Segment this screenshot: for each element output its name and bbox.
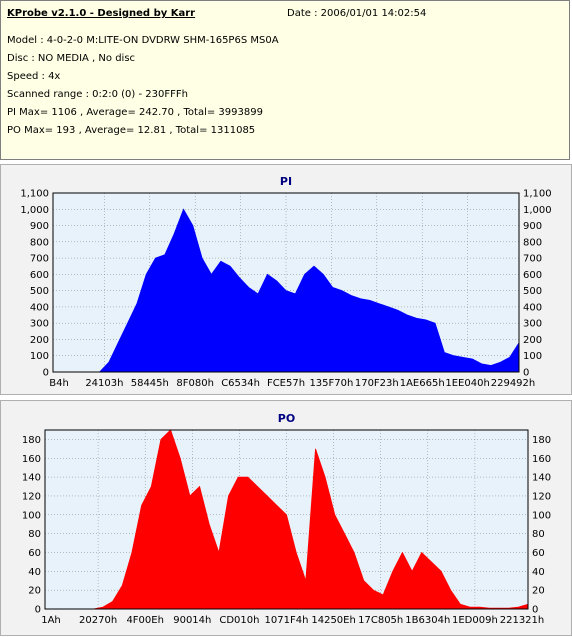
pi-y-tick-left: 800 — [30, 237, 49, 248]
pi-y-tick-left: 0 — [43, 368, 49, 379]
po-chart: PO 0 0 20 20 40 40 60 60 80 80 100 100 120 120 140 140 16… — [22, 412, 551, 626]
pi-y-tick-left: 500 — [30, 286, 49, 297]
pi-x-tick: 229492h — [491, 378, 536, 389]
pi-y-tick-right: 0 — [523, 368, 529, 379]
po-series-area — [45, 429, 529, 610]
pi-y-tick-right: 900 — [523, 221, 542, 232]
pi-y-tick-left: 1,100 — [20, 189, 49, 200]
po-chart-panel: PO 0 0 20 20 40 40 60 60 80 80 100 100 120 120 140 140 16… — [0, 400, 572, 636]
pi-x-tick: 8F080h — [176, 378, 214, 389]
pi-y-tick-left: 900 — [30, 221, 49, 232]
po-chart-title: PO — [278, 412, 295, 425]
pi-y-tick-right: 200 — [523, 335, 542, 346]
po-x-tick: CD010h — [219, 615, 259, 626]
po-x-tick: 1Ah — [41, 615, 61, 626]
pi-stats: PI Max= 1106 , Average= 242.70 , Total= … — [7, 107, 263, 118]
app-title: KProbe v2.1.0 - Designed by Karr — [7, 8, 196, 19]
pi-y-tick-right: 600 — [523, 270, 542, 281]
scan-date: Date : 2006/01/01 14:02:54 — [287, 8, 427, 19]
pi-series-area — [53, 208, 520, 373]
pi-y-tick-left: 300 — [30, 319, 49, 330]
po-y-tick-right: 60 — [532, 548, 545, 559]
po-y-tick-right: 80 — [532, 529, 545, 540]
scan-speed: Speed : 4x — [7, 71, 61, 82]
po-y-tick-right: 160 — [532, 454, 551, 465]
po-x-tick: 4F00Eh — [126, 615, 164, 626]
pi-y-tick-left: 1,000 — [20, 205, 49, 216]
pi-x-tick: 1AE665h — [400, 378, 445, 389]
po-x-tick: 1ED009h — [452, 615, 498, 626]
pi-x-tick: 170F23h — [355, 378, 399, 389]
po-y-tick-left: 20 — [28, 586, 41, 597]
pi-y-tick-right: 1,100 — [523, 189, 552, 200]
po-x-tick: 20270h — [79, 615, 117, 626]
pi-y-tick-left: 600 — [30, 270, 49, 281]
po-y-tick-right: 180 — [532, 435, 551, 446]
po-plot-frame — [44, 429, 529, 610]
po-y-tick-right: 0 — [532, 605, 538, 616]
scanned-range: Scanned range : 0:2:0 (0) - 230FFFh — [7, 89, 188, 100]
pi-x-tick: 1EE040h — [445, 378, 489, 389]
pi-y-tick-right: 800 — [523, 237, 542, 248]
po-y-tick-left: 140 — [22, 473, 41, 484]
info-panel: KProbe v2.1.0 - Designed by Karr Date : … — [0, 0, 570, 160]
po-y-tick-left: 100 — [22, 510, 41, 521]
pi-plot-frame — [52, 192, 520, 373]
po-y-tick-right: 140 — [532, 473, 551, 484]
pi-x-tick: 24103h — [85, 378, 123, 389]
disc-info: Disc : NO MEDIA , No disc — [7, 53, 136, 64]
pi-y-tick-right: 1,000 — [523, 205, 552, 216]
po-y-tick-right: 120 — [532, 491, 551, 502]
po-y-tick-right: 40 — [532, 567, 545, 578]
pi-x-tick: C6534h — [221, 378, 260, 389]
pi-chart: PI 0 0 100 100 200 200 300 300 400 400 500 500 600 600… — [20, 175, 552, 389]
pi-x-tick: FCE57h — [267, 378, 305, 389]
po-x-tick: 221321h — [500, 615, 545, 626]
po-stats: PO Max= 193 , Average= 12.81 , Total= 13… — [7, 125, 256, 136]
po-x-tick: 17C805h — [358, 615, 403, 626]
pi-chart-title: PI — [280, 175, 292, 188]
pi-y-tick-right: 700 — [523, 254, 542, 265]
po-x-tick: 1071F4h — [265, 615, 309, 626]
pi-y-tick-left: 700 — [30, 254, 49, 265]
pi-y-tick-right: 400 — [523, 302, 542, 313]
po-y-tick-left: 160 — [22, 454, 41, 465]
po-x-tick: 90014h — [173, 615, 211, 626]
po-y-tick-left: 80 — [28, 529, 41, 540]
po-y-tick-left: 120 — [22, 491, 41, 502]
po-y-tick-left: 180 — [22, 435, 41, 446]
pi-y-tick-left: 200 — [30, 335, 49, 346]
pi-y-tick-left: 400 — [30, 302, 49, 313]
pi-y-tick-right: 300 — [523, 319, 542, 330]
po-y-tick-left: 60 — [28, 548, 41, 559]
po-y-tick-right: 20 — [532, 586, 545, 597]
pi-x-tick: 58445h — [131, 378, 169, 389]
pi-y-tick-left: 100 — [30, 351, 49, 362]
po-x-tick: 14250Eh — [311, 615, 355, 626]
pi-chart-panel: PI 0 0 100 100 200 200 300 300 400 400 500 500 600 600… — [0, 164, 572, 395]
pi-x-tick: B4h — [49, 378, 69, 389]
pi-y-tick-right: 100 — [523, 351, 542, 362]
po-x-tick: 1B6304h — [405, 615, 450, 626]
po-y-tick-right: 100 — [532, 510, 551, 521]
po-y-tick-left: 40 — [28, 567, 41, 578]
po-y-tick-left: 0 — [35, 605, 41, 616]
pi-y-tick-right: 500 — [523, 286, 542, 297]
pi-x-tick: 135F70h — [309, 378, 353, 389]
drive-model: Model : 4-0-2-0 M:LITE-ON DVDRW SHM-165P… — [7, 35, 279, 46]
